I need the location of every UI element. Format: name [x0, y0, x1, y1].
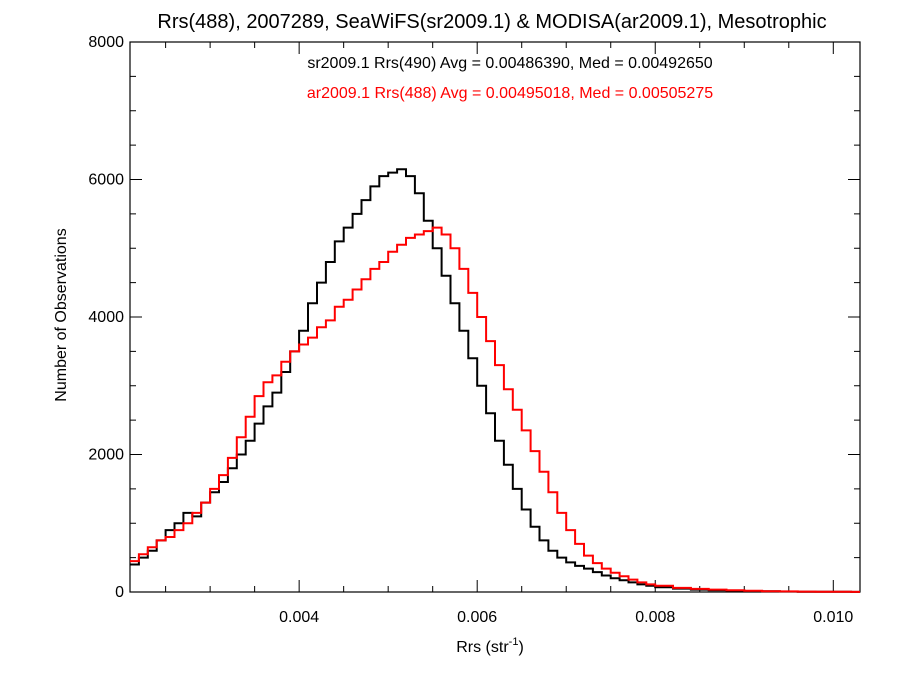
x-tick-label: 0.004	[279, 609, 319, 626]
series-layer	[130, 168, 860, 593]
x-tick-label: 0.006	[457, 609, 497, 626]
y-tick-label: 2000	[88, 447, 124, 464]
x-axis-label: Rrs (str-1)	[456, 636, 524, 656]
x-tick-label: 0.008	[635, 609, 675, 626]
y-tick-label: 0	[115, 584, 124, 601]
chart-title: Rrs(488), 2007289, SeaWiFS(sr2009.1) & M…	[157, 11, 826, 33]
legend-entry-series-1: sr2009.1 Rrs(490) Avg = 0.00486390, Med …	[307, 55, 712, 72]
x-axis: 0.004 0.006 0.008 0.010	[165, 42, 853, 626]
x-tick-label: 0.010	[813, 609, 853, 626]
y-axis: 0 2000 4000 6000 8000	[88, 34, 860, 601]
y-tick-label: 6000	[88, 172, 124, 189]
y-tick-label: 8000	[88, 34, 124, 51]
series-line-1	[130, 168, 860, 593]
y-tick-label: 4000	[88, 309, 124, 326]
plot-frame	[129, 41, 861, 593]
y-axis-label: Number of Observations	[53, 228, 70, 401]
series-line-2	[130, 226, 860, 593]
legend-entry-series-2: ar2009.1 Rrs(488) Avg = 0.00495018, Med …	[307, 85, 713, 102]
